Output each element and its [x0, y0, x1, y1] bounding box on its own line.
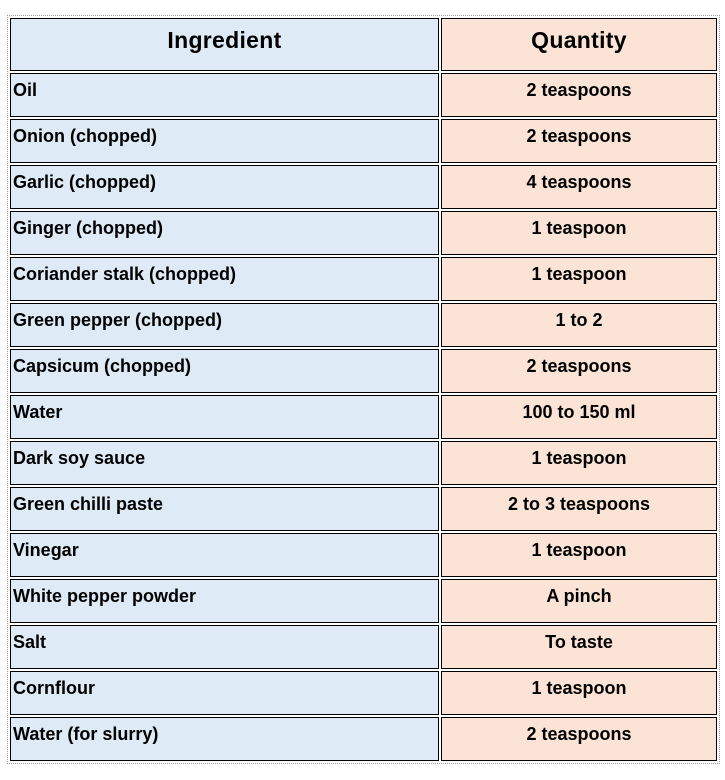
table-row: Garlic (chopped) 4 teaspoons [10, 165, 717, 209]
ingredient-cell: Capsicum (chopped) [10, 349, 439, 393]
table-row: Dark soy sauce 1 teaspoon [10, 441, 717, 485]
ingredient-cell: Dark soy sauce [10, 441, 439, 485]
quantity-cell: 2 teaspoons [441, 119, 717, 163]
quantity-cell: 2 teaspoons [441, 717, 717, 761]
ingredient-cell: Oil [10, 73, 439, 117]
ingredient-cell: Water (for slurry) [10, 717, 439, 761]
quantity-cell: 1 to 2 [441, 303, 717, 347]
ingredient-cell: Cornflour [10, 671, 439, 715]
quantity-cell: 4 teaspoons [441, 165, 717, 209]
table-row: White pepper powder A pinch [10, 579, 717, 623]
quantity-cell: 1 teaspoon [441, 257, 717, 301]
table-row: Green chilli paste 2 to 3 teaspoons [10, 487, 717, 531]
table-row: Cornflour 1 teaspoon [10, 671, 717, 715]
quantity-cell: 1 teaspoon [441, 533, 717, 577]
quantity-cell: 2 to 3 teaspoons [441, 487, 717, 531]
ingredient-cell: Green chilli paste [10, 487, 439, 531]
table-row: Coriander stalk (chopped) 1 teaspoon [10, 257, 717, 301]
ingredient-cell: Garlic (chopped) [10, 165, 439, 209]
quantity-cell: To taste [441, 625, 717, 669]
quantity-cell: 1 teaspoon [441, 211, 717, 255]
table-row: Water 100 to 150 ml [10, 395, 717, 439]
table-row: Green pepper (chopped) 1 to 2 [10, 303, 717, 347]
ingredient-table: Ingredient Quantity Oil 2 teaspoons Onion (… [7, 15, 720, 764]
ingredient-cell: Vinegar [10, 533, 439, 577]
quantity-cell: 1 teaspoon [441, 671, 717, 715]
ingredient-cell: Green pepper (chopped) [10, 303, 439, 347]
table-row: Water (for slurry) 2 teaspoons [10, 717, 717, 761]
quantity-cell: A pinch [441, 579, 717, 623]
table-row: Oil 2 teaspoons [10, 73, 717, 117]
ingredient-cell: Ginger (chopped) [10, 211, 439, 255]
table-row: Capsicum (chopped) 2 teaspoons [10, 349, 717, 393]
ingredient-cell: Onion (chopped) [10, 119, 439, 163]
quantity-cell: 1 teaspoon [441, 441, 717, 485]
table-row: Ginger (chopped) 1 teaspoon [10, 211, 717, 255]
ingredient-cell: Coriander stalk (chopped) [10, 257, 439, 301]
quantity-cell: 100 to 150 ml [441, 395, 717, 439]
table-row: Vinegar 1 teaspoon [10, 533, 717, 577]
column-header: Ingredient [10, 18, 439, 71]
quantity-cell: 2 teaspoons [441, 73, 717, 117]
table-row: Salt To taste [10, 625, 717, 669]
table-row: Onion (chopped) 2 teaspoons [10, 119, 717, 163]
ingredient-cell: Salt [10, 625, 439, 669]
quantity-cell: 2 teaspoons [441, 349, 717, 393]
column-header: Quantity [441, 18, 717, 71]
header-row: Ingredient Quantity [10, 18, 717, 71]
ingredient-cell: Water [10, 395, 439, 439]
ingredient-cell: White pepper powder [10, 579, 439, 623]
